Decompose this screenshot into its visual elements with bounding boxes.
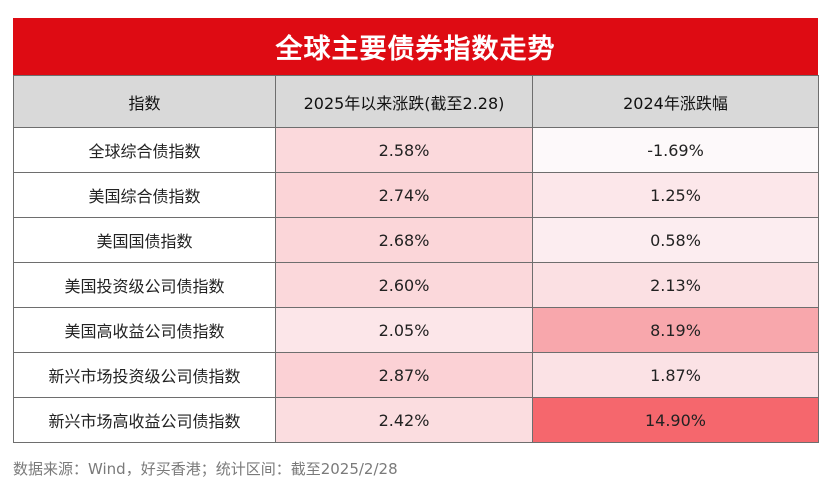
ytd-change-cell: 2.42% [275, 397, 533, 443]
change-2024-cell: 8.19% [532, 307, 819, 353]
index-name-cell: 全球综合债指数 [13, 127, 276, 173]
table-row: 美国综合债指数 2.74% 1.25% [13, 172, 819, 218]
change-2024-cell: 1.25% [532, 172, 819, 218]
table-row: 新兴市场高收益公司债指数 2.42% 14.90% [13, 397, 819, 443]
header-2024-change: 2024年涨跌幅 [532, 75, 819, 128]
index-name-cell: 美国国债指数 [13, 217, 276, 263]
ytd-change-cell: 2.87% [275, 352, 533, 398]
table-row: 新兴市场投资级公司债指数 2.87% 1.87% [13, 352, 819, 398]
ytd-change-cell: 2.58% [275, 127, 533, 173]
page-title: 全球主要债券指数走势 [13, 18, 818, 75]
index-name-cell: 美国综合债指数 [13, 172, 276, 218]
index-name-cell: 美国投资级公司债指数 [13, 262, 276, 308]
bond-index-table: 指数 2025年以来涨跌(截至2.28) 2024年涨跌幅 全球综合债指数 2.… [13, 75, 819, 443]
change-2024-cell: 2.13% [532, 262, 819, 308]
index-name-cell: 新兴市场高收益公司债指数 [13, 397, 276, 443]
table-row: 美国高收益公司债指数 2.05% 8.19% [13, 307, 819, 353]
ytd-change-cell: 2.05% [275, 307, 533, 353]
change-2024-cell: 0.58% [532, 217, 819, 263]
table-header-row: 指数 2025年以来涨跌(截至2.28) 2024年涨跌幅 [13, 75, 819, 128]
change-2024-cell: -1.69% [532, 127, 819, 173]
table-row: 美国国债指数 2.68% 0.58% [13, 217, 819, 263]
ytd-change-cell: 2.60% [275, 262, 533, 308]
header-index-name: 指数 [13, 75, 276, 128]
change-2024-cell: 1.87% [532, 352, 819, 398]
source-note: 数据来源：Wind，好买香港；统计区间：截至2025/2/28 [13, 460, 398, 478]
index-name-cell: 美国高收益公司债指数 [13, 307, 276, 353]
table-row: 美国投资级公司债指数 2.60% 2.13% [13, 262, 819, 308]
header-ytd-change: 2025年以来涨跌(截至2.28) [275, 75, 533, 128]
index-name-cell: 新兴市场投资级公司债指数 [13, 352, 276, 398]
ytd-change-cell: 2.68% [275, 217, 533, 263]
table-row: 全球综合债指数 2.58% -1.69% [13, 127, 819, 173]
ytd-change-cell: 2.74% [275, 172, 533, 218]
change-2024-cell: 14.90% [532, 397, 819, 443]
